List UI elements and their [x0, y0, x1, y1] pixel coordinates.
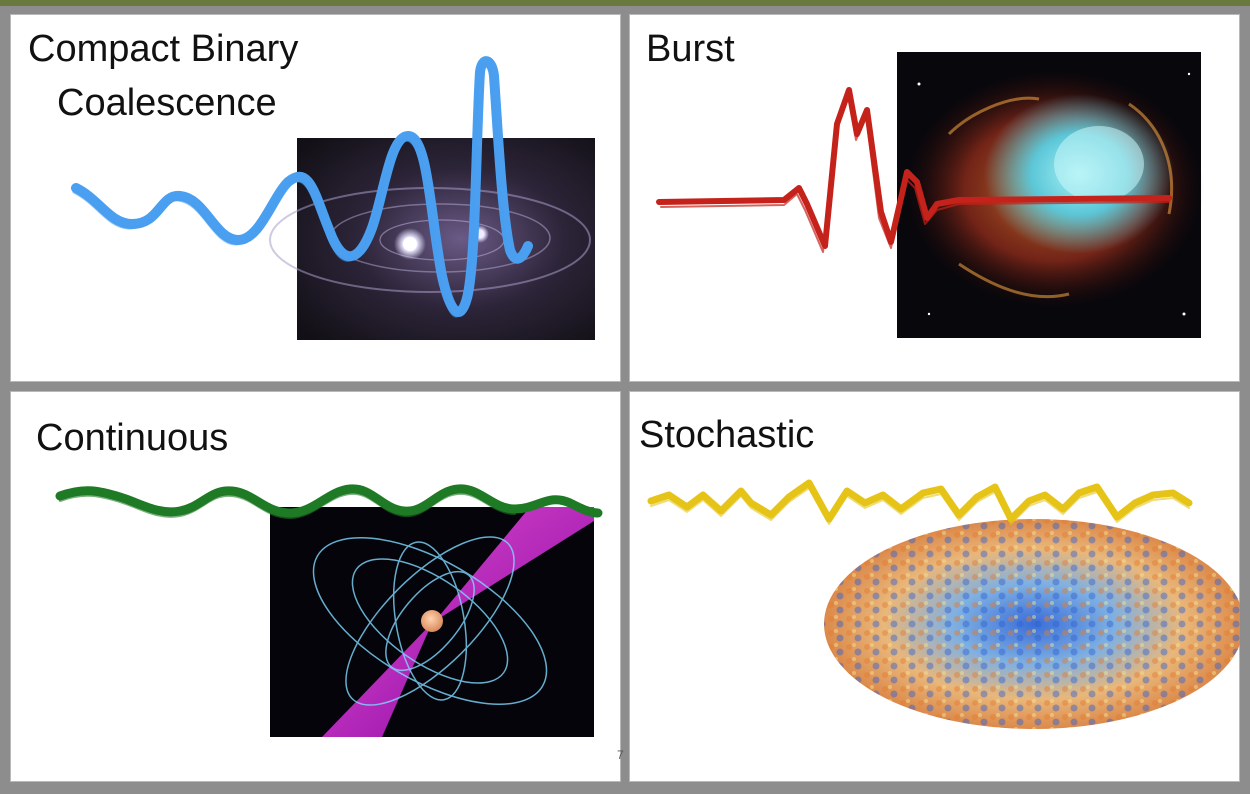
cbc-title-line2: Coalescence [57, 82, 277, 124]
cbc-chirp-waveform [71, 56, 533, 318]
panel-stochastic: Stochastic [629, 391, 1240, 782]
panel-continuous: Continuous [10, 391, 621, 782]
continuous-illustration [55, 484, 603, 737]
cosmic-background-sky-map-image [824, 519, 1240, 729]
cbc-illustration [71, 56, 595, 340]
binary-star-orbit-image [269, 138, 595, 340]
supernova-remnant-nebula-image [897, 52, 1204, 338]
continuous-title: Continuous [36, 417, 229, 459]
burst-illustration [656, 52, 1204, 338]
stochastic-waveform [647, 479, 1193, 525]
panel-compact-binary-coalescence: Compact Binary Coalescence [10, 14, 621, 382]
continuous-waveform [55, 484, 603, 519]
stray-page-mark: 7 [617, 748, 624, 762]
pulsar-magnetosphere-image [270, 507, 594, 737]
burst-title: Burst [646, 28, 735, 70]
cbc-title-line1: Compact Binary [28, 28, 299, 70]
panel-burst: Burst [629, 14, 1240, 382]
stochastic-title: Stochastic [639, 414, 815, 456]
stochastic-illustration [647, 479, 1240, 729]
slide-top-border [0, 0, 1250, 6]
burst-waveform [656, 87, 1172, 253]
